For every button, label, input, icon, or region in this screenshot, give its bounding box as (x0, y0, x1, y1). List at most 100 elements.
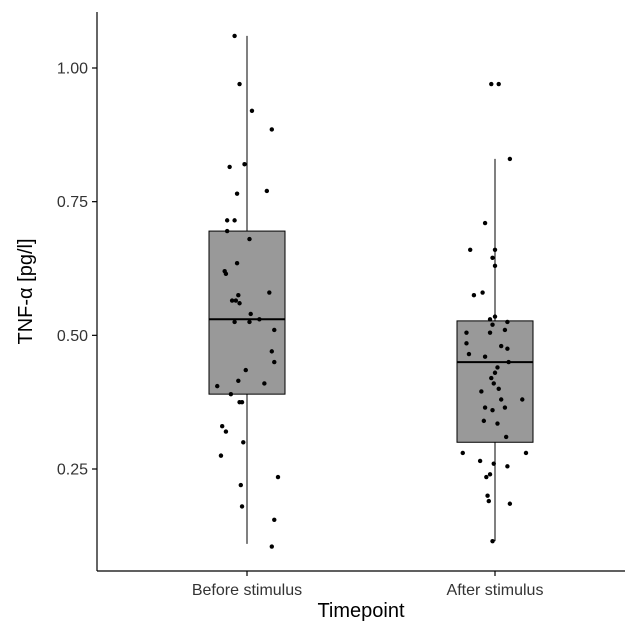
data-point (507, 156, 513, 162)
data-point (496, 386, 501, 391)
data-point (269, 544, 274, 549)
data-point (220, 424, 225, 429)
y-axis-ticks: 0.25 0.50 0.75 1.00 (57, 61, 97, 479)
data-point (487, 330, 493, 335)
data-point (243, 367, 248, 373)
data-point (223, 429, 229, 434)
data-point (490, 255, 495, 261)
data-point (234, 191, 240, 196)
data-point (471, 293, 477, 298)
data-point (505, 346, 510, 351)
data-point (264, 188, 270, 194)
data-point (499, 397, 504, 402)
data-point (464, 330, 469, 335)
data-point (468, 247, 473, 252)
data-point (232, 218, 237, 223)
plot-area (208, 33, 534, 549)
data-point (503, 434, 509, 440)
data-point (224, 218, 230, 223)
data-point (248, 311, 253, 317)
x-tick-label: Before stimulus (192, 582, 302, 599)
data-point (269, 349, 274, 354)
data-point (234, 260, 240, 266)
box-iqr (456, 320, 534, 443)
data-point (269, 127, 274, 132)
data-point (236, 293, 241, 298)
data-point (460, 450, 465, 456)
data-point (275, 474, 281, 480)
data-point (492, 370, 498, 375)
x-axis-ticks: Before stimulus After stimulus (192, 571, 544, 599)
data-point (502, 405, 508, 410)
data-point (495, 365, 500, 370)
data-point (233, 298, 239, 303)
data-point (482, 405, 488, 410)
data-point (496, 81, 501, 87)
data-point (490, 322, 495, 327)
data-point (481, 418, 487, 424)
data-point (492, 247, 498, 252)
data-point (482, 220, 488, 226)
y-tick-label: 0.50 (57, 328, 88, 345)
data-point (249, 108, 255, 113)
whiskers (246, 35, 496, 544)
data-point (489, 375, 494, 381)
data-point (486, 498, 491, 504)
x-tick-label: After stimulus (447, 582, 544, 599)
data-point (272, 327, 277, 333)
data-point (237, 81, 242, 87)
data-point (492, 263, 498, 269)
data-point (228, 391, 234, 397)
data-point (505, 464, 510, 469)
data-point (523, 450, 529, 456)
y-tick-label: 1.00 (57, 61, 88, 78)
data-point (232, 319, 237, 325)
y-axis-title: TNF-α [pg/l] (15, 238, 37, 344)
data-point (238, 482, 243, 488)
data-point (232, 33, 237, 39)
data-point (262, 381, 267, 386)
data-point (506, 359, 511, 365)
data-point (239, 504, 245, 509)
data-point (491, 381, 496, 386)
data-point (236, 378, 241, 383)
data-point (466, 351, 472, 357)
data-point (482, 354, 488, 359)
data-point (507, 501, 513, 506)
data-point (267, 290, 272, 295)
data-point (257, 317, 262, 322)
box-iqr (208, 230, 286, 395)
data-points (215, 33, 529, 549)
data-point (491, 461, 496, 466)
data-point (480, 290, 485, 295)
y-tick-label: 0.25 (57, 462, 88, 479)
data-point (505, 319, 510, 325)
data-point (495, 421, 500, 426)
data-point (492, 314, 498, 319)
data-point (487, 317, 493, 322)
data-point (484, 474, 489, 480)
data-point (464, 341, 469, 346)
data-point (485, 493, 490, 498)
data-point (477, 458, 483, 464)
data-point (487, 472, 493, 477)
data-point (229, 298, 235, 303)
data-point (239, 399, 245, 405)
data-point (224, 228, 230, 234)
data-point (215, 383, 220, 389)
data-point (272, 359, 277, 365)
data-point (502, 327, 508, 333)
y-tick-label: 0.75 (57, 194, 88, 211)
boxes (208, 230, 534, 443)
data-point (499, 343, 504, 349)
data-point (227, 164, 232, 170)
data-point (218, 453, 224, 458)
data-point (520, 397, 525, 402)
data-point (247, 319, 252, 325)
data-point (479, 389, 484, 394)
data-point (242, 162, 247, 167)
data-point (247, 236, 252, 242)
data-point (489, 81, 494, 87)
data-point (490, 538, 495, 544)
